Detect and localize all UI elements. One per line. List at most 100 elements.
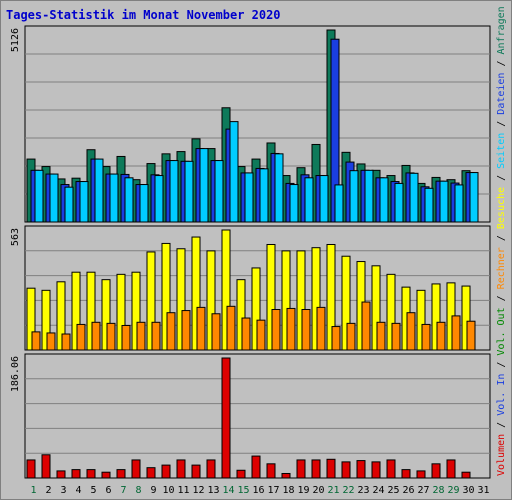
day-label-16: 16 bbox=[252, 485, 264, 496]
bar-seiten-day-6 bbox=[109, 173, 119, 223]
bar-seiten-day-26 bbox=[409, 172, 419, 223]
bar-besuche-day-17 bbox=[266, 243, 276, 351]
bar-volumen-day-29 bbox=[446, 459, 456, 479]
bar-volumen-day-7 bbox=[116, 469, 126, 479]
bar-rechner-day-15 bbox=[241, 317, 251, 351]
bar-besuche-day-25 bbox=[386, 273, 396, 351]
day-label-11: 11 bbox=[177, 485, 189, 496]
bar-rechner-day-8 bbox=[136, 321, 146, 351]
bar-seiten-day-24 bbox=[379, 177, 389, 223]
bar-besuche-day-11 bbox=[176, 248, 186, 351]
bar-besuche-day-24 bbox=[371, 265, 381, 351]
bar-besuche-day-1 bbox=[26, 287, 36, 351]
day-label-20: 20 bbox=[312, 485, 324, 496]
legend-part-8: Besuche bbox=[496, 187, 507, 229]
bar-seiten-day-13 bbox=[214, 160, 224, 223]
bar-volumen-day-22 bbox=[341, 461, 351, 479]
bar-seiten-day-16 bbox=[259, 168, 269, 223]
day-label-13: 13 bbox=[207, 485, 219, 496]
bar-seiten-day-23 bbox=[364, 169, 374, 223]
legend-part-9: / bbox=[496, 169, 507, 187]
chart-title: Tages-Statistik im Monat November 2020 bbox=[6, 8, 281, 22]
bar-rechner-day-17 bbox=[271, 309, 281, 351]
panel-max-label: 186.06 bbox=[10, 356, 21, 392]
bar-besuche-day-4 bbox=[71, 271, 81, 351]
bar-rechner-day-13 bbox=[211, 313, 221, 351]
day-label-25: 25 bbox=[387, 485, 399, 496]
day-label-18: 18 bbox=[282, 485, 294, 496]
series-legend: Volumen / Vol. In / Vol. Out / Rechner /… bbox=[496, 6, 507, 476]
bar-volumen-day-24 bbox=[371, 461, 381, 479]
bar-besuche-day-21 bbox=[326, 243, 336, 351]
bar-seiten-day-1 bbox=[34, 169, 44, 223]
bar-volumen-day-30 bbox=[461, 471, 471, 479]
panel-3: 186.06 bbox=[10, 353, 491, 479]
bar-rechner-day-6 bbox=[106, 322, 116, 351]
day-label-12: 12 bbox=[192, 485, 204, 496]
bar-seiten-day-12 bbox=[199, 148, 209, 223]
bar-besuche-day-3 bbox=[56, 281, 66, 351]
bar-volumen-day-27 bbox=[416, 470, 426, 479]
bar-rechner-day-28 bbox=[436, 321, 446, 351]
bar-besuche-day-22 bbox=[341, 255, 351, 351]
legend-part-3: / bbox=[496, 356, 507, 374]
bar-besuche-day-8 bbox=[131, 271, 141, 351]
bar-rechner-day-30 bbox=[466, 320, 476, 351]
bar-seiten-day-18 bbox=[289, 184, 299, 223]
bar-seiten-day-30 bbox=[469, 172, 479, 223]
bar-volumen-day-11 bbox=[176, 459, 186, 479]
day-label-24: 24 bbox=[372, 485, 384, 496]
panel-max-label: 5126 bbox=[10, 28, 21, 52]
bar-seiten-day-3 bbox=[64, 186, 74, 223]
bar-rechner-day-11 bbox=[181, 310, 191, 351]
legend-part-6: Rechner bbox=[496, 247, 507, 289]
day-label-17: 17 bbox=[267, 485, 279, 496]
bar-besuche-day-19 bbox=[296, 250, 306, 351]
day-label-14: 14 bbox=[222, 485, 234, 496]
bar-volumen-day-16 bbox=[251, 455, 261, 479]
day-label-29: 29 bbox=[447, 485, 459, 496]
bar-besuche-day-13 bbox=[206, 250, 216, 351]
bar-rechner-day-2 bbox=[46, 332, 56, 351]
bar-volumen-day-4 bbox=[71, 469, 81, 479]
bar-volumen-day-6 bbox=[101, 471, 111, 479]
day-labels: 1 2 3 4 5 6 7 8 9 10 11 12 13 14 15 16 17 18 19 20 21 22 23 24 2… bbox=[30, 485, 489, 496]
bar-volumen-day-8 bbox=[131, 459, 141, 479]
legend-part-14: Anfragen bbox=[496, 6, 507, 54]
bar-rechner-day-3 bbox=[61, 333, 71, 351]
bar-seiten-day-19 bbox=[304, 177, 314, 223]
bar-seiten-day-8 bbox=[139, 184, 149, 223]
panel-2: 563 bbox=[10, 225, 491, 351]
legend-part-0: Volumen bbox=[496, 434, 507, 476]
day-label-19: 19 bbox=[297, 485, 309, 496]
bar-volumen-day-14 bbox=[221, 357, 231, 479]
bar-besuche-day-28 bbox=[431, 283, 441, 351]
bar-rechner-day-14 bbox=[226, 305, 236, 351]
bar-rechner-day-25 bbox=[391, 322, 401, 351]
day-label-8: 8 bbox=[135, 485, 141, 496]
bar-rechner-day-26 bbox=[406, 312, 416, 351]
bar-rechner-day-10 bbox=[166, 312, 176, 351]
bar-volumen-day-3 bbox=[56, 470, 66, 479]
panel-1: 5126 bbox=[10, 25, 491, 223]
bar-volumen-day-25 bbox=[386, 459, 396, 479]
bar-volumen-day-23 bbox=[356, 460, 366, 479]
bar-volumen-day-12 bbox=[191, 464, 201, 479]
day-label-21: 21 bbox=[327, 485, 339, 496]
day-label-7: 7 bbox=[120, 485, 126, 496]
bar-rechner-day-7 bbox=[121, 324, 131, 351]
legend-part-1: / bbox=[496, 416, 507, 434]
bar-seiten-day-2 bbox=[49, 173, 59, 223]
bar-seiten-day-27 bbox=[424, 187, 434, 223]
bar-rechner-day-23 bbox=[361, 301, 371, 351]
bar-seiten-day-20 bbox=[319, 175, 329, 223]
chart-panels: 5126 563 186.06 bbox=[10, 25, 491, 479]
legend-part-2: Vol. In bbox=[496, 374, 507, 416]
bar-besuche-day-2 bbox=[41, 289, 51, 351]
bar-volumen-day-28 bbox=[431, 463, 441, 479]
day-label-26: 26 bbox=[402, 485, 414, 496]
bar-volumen-day-2 bbox=[41, 454, 51, 479]
bar-volumen-day-1 bbox=[26, 459, 36, 479]
bar-rechner-day-27 bbox=[421, 323, 431, 351]
panel-max-label: 563 bbox=[10, 228, 21, 246]
